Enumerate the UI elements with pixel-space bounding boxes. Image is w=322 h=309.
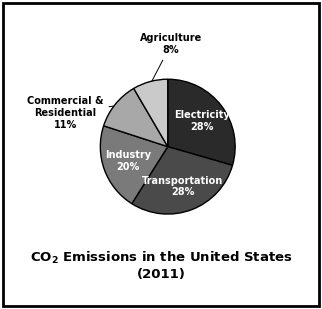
Text: Electricity
28%: Electricity 28% [174,110,230,132]
Text: Commercial &
Residential
11%: Commercial & Residential 11% [27,96,114,129]
Text: $\mathbf{CO_2}$​​ Emissions in the United States
(2011): $\mathbf{CO_2}$​​ Emissions in the Unite… [30,250,292,281]
Text: Industry
20%: Industry 20% [105,150,151,172]
Wedge shape [100,126,168,204]
Wedge shape [168,79,235,165]
Text: Transportation
28%: Transportation 28% [142,176,223,197]
Wedge shape [104,88,168,147]
Wedge shape [132,147,232,214]
Wedge shape [134,79,168,147]
Text: Agriculture
8%: Agriculture 8% [140,33,202,81]
